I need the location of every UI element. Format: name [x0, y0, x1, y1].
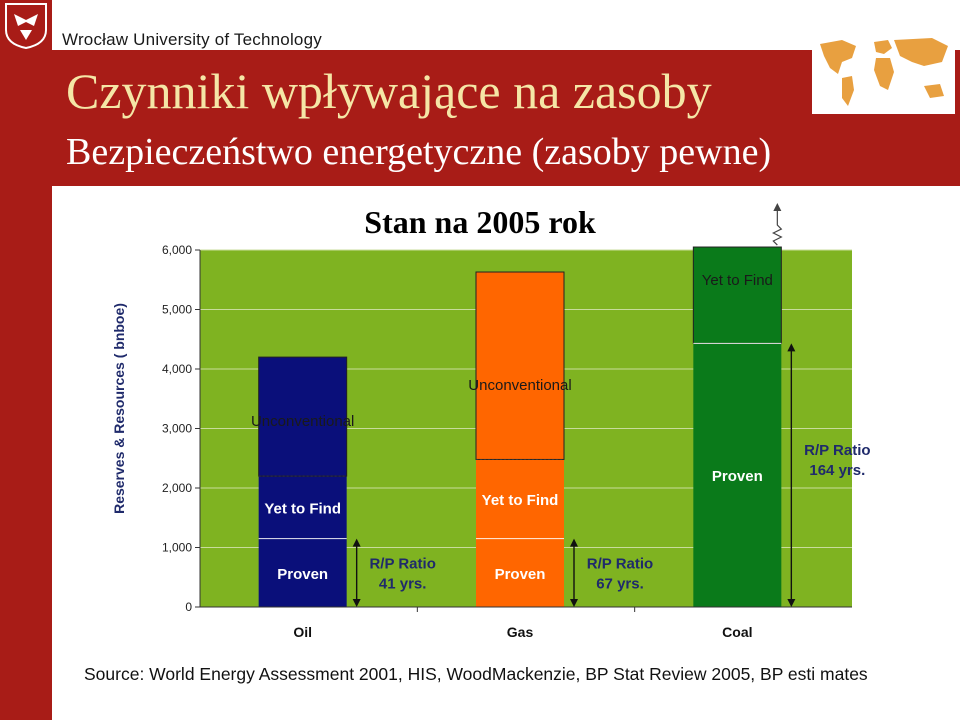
segment-label: Proven [495, 566, 546, 583]
rp-arrow-head [787, 599, 796, 607]
bar-segment-yet-to-find [258, 476, 347, 539]
segment-label: Unconventional [468, 377, 571, 394]
y-axis-label: Reserves & Resources ( bnboe) [111, 303, 127, 514]
rp-arrow-head [570, 599, 578, 607]
continuation-arrow-head [773, 203, 782, 212]
rp-ratio-value: 164 yrs. [809, 462, 865, 479]
rp-ratio-value: 67 yrs. [596, 576, 644, 593]
bar-oil: Proven Yet to Find Unconventional R/P Ratio… [251, 356, 436, 607]
y-tick-label: 5,000 [162, 303, 192, 317]
university-name: Wrocław University of Technology [62, 30, 322, 49]
rp-ratio-label: R/P Ratio [369, 556, 435, 573]
y-tick-label: 2,000 [162, 481, 192, 495]
bar-segment-unconventional [475, 271, 565, 460]
x-tick-label: Gas [507, 624, 534, 640]
segment-label: Proven [277, 566, 328, 583]
bar-segment-yet-to-find [476, 459, 564, 539]
bar-gas: Proven Yet to Find Unconventional R/P Ratio… [468, 271, 653, 607]
bar-segment-yet-to-find [692, 246, 782, 344]
y-tick-label: 0 [185, 600, 192, 614]
slide-title: Czynniki wpływające na zasoby [66, 63, 712, 119]
header-band [52, 50, 960, 186]
y-tick-label: 3,000 [162, 422, 192, 436]
y-tick-label: 6,000 [162, 243, 192, 257]
x-axis: Oil Gas Coal [200, 606, 852, 640]
slide-subtitle: Bezpieczeństwo energetyczne (zasoby pewn… [66, 131, 772, 173]
eagle-crest-icon [5, 3, 47, 50]
segment-label: Proven [712, 468, 763, 485]
bars: Proven Yet to Find Unconventional R/P Ratio… [251, 203, 871, 607]
logo-crest [0, 0, 52, 50]
bar-segment-unconventional [258, 356, 348, 477]
reserves-chart: 0 1,000 2,000 3,000 4,000 5,000 6,000 Reserves… [111, 203, 871, 640]
rp-arrow-head [570, 538, 578, 547]
rp-ratio-label: R/P Ratio [587, 556, 653, 573]
source-note: Source: World Energy Assessment 2001, HI… [84, 664, 868, 684]
left-accent-strip [0, 50, 52, 720]
continuation-arrow [771, 207, 783, 246]
world-map-icon [820, 38, 948, 106]
rp-ratio-value: 41 yrs. [379, 576, 427, 593]
bar-coal: Proven Yet to Find R/P Ratio 164 yrs. [692, 203, 871, 607]
rp-arrow-head [787, 343, 796, 352]
segment-label: Yet to Find [702, 272, 773, 289]
x-tick-label: Coal [722, 624, 752, 640]
y-tick-label: 4,000 [162, 362, 192, 376]
segment-label: Yet to Find [264, 500, 341, 517]
rp-arrow-head [352, 538, 361, 547]
bar-segment-proven [258, 538, 347, 607]
world-map [812, 32, 955, 114]
rp-ratio-label: R/P Ratio [804, 442, 870, 459]
chart-title: Stan na 2005 rok [364, 204, 596, 240]
segment-label: Yet to Find [482, 492, 559, 509]
y-axis: 0 1,000 2,000 3,000 4,000 5,000 6,000 [162, 243, 201, 614]
bar-segment-proven [476, 538, 564, 607]
bar-segment-proven [693, 343, 782, 607]
rp-arrow-head [352, 599, 361, 607]
y-tick-label: 1,000 [162, 541, 192, 555]
x-tick-label: Oil [293, 624, 312, 640]
segment-label: Unconventional [251, 413, 354, 430]
